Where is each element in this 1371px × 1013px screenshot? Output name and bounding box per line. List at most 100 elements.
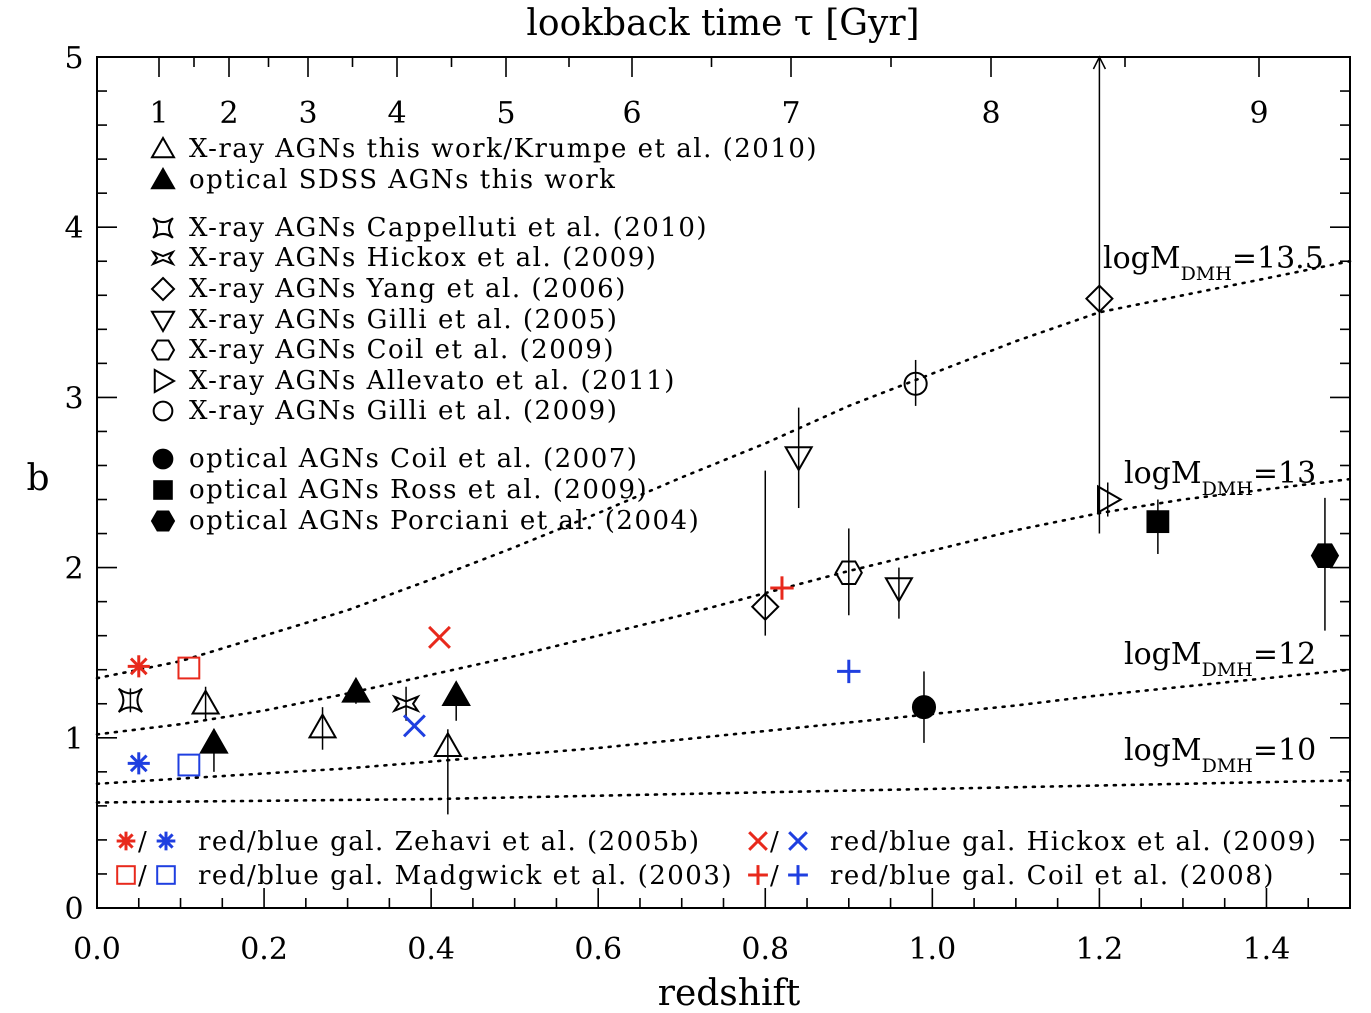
legend-marker-blue <box>788 865 808 885</box>
x-tick-label: 0.2 <box>240 932 288 967</box>
legend-marker-x-ray-agns-yang-et-al-2006 <box>150 276 176 302</box>
top-axis-title: lookback time τ [Gyr] <box>526 3 919 44</box>
curve-label: logMDMH=13.5 <box>1103 241 1324 285</box>
legend-slash: / <box>138 827 148 857</box>
legend-marker-x-ray-agns-allevato-et-al-2011 <box>153 368 177 394</box>
legend-marker-x-ray-agns-cappelluti-et-al-2010 <box>152 217 174 239</box>
legend-label: X-ray AGNs Yang et al. (2006) <box>189 274 627 304</box>
point-x-ray-agns-gilli-et-al-2005-1 <box>884 577 914 604</box>
legend-marker-red <box>116 831 136 851</box>
top-tick-label: 5 <box>496 96 515 131</box>
legend-label: X-ray AGNs Hickox et al. (2009) <box>189 243 657 273</box>
top-tick-label: 2 <box>219 96 238 131</box>
curve-label: logMDMH=10 <box>1124 733 1316 777</box>
x-tick-label: 0.0 <box>73 932 121 967</box>
y-axis-title: b <box>26 458 49 499</box>
curve-label: logMDMH=13 <box>1124 456 1316 500</box>
data-points <box>117 284 1340 777</box>
y-tick-label: 1 <box>64 722 83 757</box>
legend-marker-red <box>748 865 768 885</box>
legend-marker-optical-agns-coil-et-al-2007 <box>152 448 174 470</box>
legend-marker-blue <box>156 831 176 851</box>
y-tick-label: 0 <box>64 892 83 927</box>
point-x-ray-agns-yang-et-al-2006-0 <box>750 592 780 622</box>
point-x-ray-agns-gilli-et-al-2009-0 <box>903 371 928 396</box>
point-optical-agns-ross-et-al-2009-0 <box>1146 510 1170 534</box>
point-x-ray-agns-this-work-krumpe-et-al-2010-1 <box>307 712 338 739</box>
y-tick-label: 5 <box>64 41 83 76</box>
x-axis-title: redshift <box>658 973 801 1013</box>
legend-marker-x-ray-agns-coil-et-al-2009 <box>150 339 176 361</box>
legend-slash: / <box>770 827 780 857</box>
x-tick-label: 1.4 <box>1243 932 1291 967</box>
x-tick-label: 1.2 <box>1076 932 1124 967</box>
legend-label: X-ray AGNs Cappelluti et al. (2010) <box>189 213 708 243</box>
point-red-gal-coil-et-al-2008-0 <box>770 576 794 600</box>
legend-item-red-blue-gal-coil-et-al-2008: / red/blue gal. Coil et al. (2008) <box>748 861 1275 891</box>
legend-label: optical AGNs Porciani et al. (2004) <box>189 506 700 536</box>
point-optical-sdss-agns-this-work-1 <box>341 676 371 703</box>
mass-curves: logMDMH=13.5 logMDMH=13 logMDMH=12 logMDMH=… <box>95 241 1352 804</box>
curve-logmdmh-10 <box>95 779 1352 804</box>
legend-agn: X-ray AGNs this work/Krumpe et al. (2010… <box>150 134 817 536</box>
curve-logmdmh-12 <box>95 668 1352 786</box>
point-x-ray-agns-yang-et-al-2006-1 <box>1084 284 1114 314</box>
top-tick-label: 1 <box>149 96 168 131</box>
legend-marker-x-ray-agns-hickox-et-al-2009 <box>150 249 176 267</box>
axes <box>96 56 1351 909</box>
y-tick-label: 4 <box>64 211 83 246</box>
legend-item-red-blue-gal-hickox-et-al-2009: / red/blue gal. Hickox et al. (2009) <box>748 827 1317 857</box>
legend-label: optical SDSS AGNs this work <box>189 165 616 195</box>
legend-label: X-ray AGNs Gilli et al. (2009) <box>189 396 618 426</box>
top-tick-label: 7 <box>781 96 800 131</box>
legend-item-red-blue-gal-zehavi-et-al-2005b: / red/blue gal. Zehavi et al. (2005b) <box>116 827 701 857</box>
legend-label: red/blue gal. Hickox et al. (2009) <box>830 827 1317 857</box>
tick-labels: 0.0 0.2 0.4 0.6 0.8 1.0 1.2 1.4 0 1 2 3 4 5 1 2 3 4 5 6 7 8 9 <box>64 41 1290 967</box>
legend-marker-red <box>116 865 136 885</box>
point-optical-sdss-agns-this-work-2 <box>441 680 471 706</box>
x-tick-label: 1.0 <box>908 932 956 967</box>
legend-slash: / <box>770 861 780 891</box>
top-tick-label: 6 <box>622 96 641 131</box>
legend-label: optical AGNs Coil et al. (2007) <box>189 444 638 474</box>
legend-marker-optical-agns-porciani-et-al-2004 <box>150 510 176 532</box>
point-optical-sdss-agns-this-work-0 <box>199 727 229 754</box>
point-x-ray-agns-cappelluti-et-al-2010-0 <box>117 687 143 713</box>
point-blue-gal-coil-et-al-2008-0 <box>837 659 861 684</box>
point-blue-gal-hickox-et-al-2009-0 <box>402 714 426 738</box>
point-x-ray-agns-gilli-et-al-2005-0 <box>783 446 814 472</box>
point-x-ray-agns-coil-et-al-2009-0 <box>834 560 863 585</box>
point-red-gal-zehavi-et-al-2005b-0 <box>127 655 150 678</box>
legend-marker-x-ray-agns-gilli-et-al-2005 <box>150 310 176 334</box>
point-blue-gal-madgwick-et-al-2003-0 <box>177 753 201 777</box>
point-red-gal-hickox-et-al-2009-0 <box>428 625 451 649</box>
legend-label: red/blue gal. Madgwick et al. (2003) <box>198 861 733 891</box>
point-optical-agns-coil-et-al-2007-0 <box>911 695 937 720</box>
legend-label: red/blue gal. Zehavi et al. (2005b) <box>198 827 701 857</box>
legend-marker-red <box>748 831 768 851</box>
curve-label: logMDMH=12 <box>1124 637 1316 681</box>
y-tick-label: 2 <box>64 552 83 587</box>
legend-item-red-blue-gal-madgwick-et-al-2003: / red/blue gal. Madgwick et al. (2003) <box>116 861 733 891</box>
legend-galaxies: / red/blue gal. Zehavi et al. (2005b) / red… <box>116 827 1317 891</box>
top-tick-label: 3 <box>298 96 317 131</box>
curve-logmdmh-13-5 <box>95 259 1352 680</box>
legend-label: red/blue gal. Coil et al. (2008) <box>830 861 1275 891</box>
point-x-ray-agns-this-work-krumpe-et-al-2010-0 <box>190 688 221 715</box>
point-x-ray-agns-this-work-krumpe-et-al-2010-2 <box>433 731 463 758</box>
legend-marker-optical-sdss-agns-this-work <box>150 166 176 190</box>
x-tick-label: 0.8 <box>741 932 789 967</box>
top-tick-label: 8 <box>981 96 1000 131</box>
legend-label: X-ray AGNs Allevato et al. (2011) <box>189 366 676 396</box>
legend-marker-optical-agns-ross-et-al-2009 <box>153 480 173 500</box>
legend-marker-x-ray-agns-this-work-krumpe-et-al-2010 <box>150 135 176 159</box>
point-x-ray-agns-allevato-et-al-2011-0 <box>1097 484 1123 515</box>
legend-marker-x-ray-agns-gilli-et-al-2009 <box>152 400 174 422</box>
legend-label: optical AGNs Ross et al. (2009) <box>189 475 648 505</box>
top-tick-label: 9 <box>1249 96 1268 131</box>
y-tick-label: 3 <box>64 381 83 416</box>
x-tick-label: 0.6 <box>574 932 622 967</box>
top-tick-label: 4 <box>387 96 406 131</box>
x-tick-label: 0.4 <box>407 932 455 967</box>
